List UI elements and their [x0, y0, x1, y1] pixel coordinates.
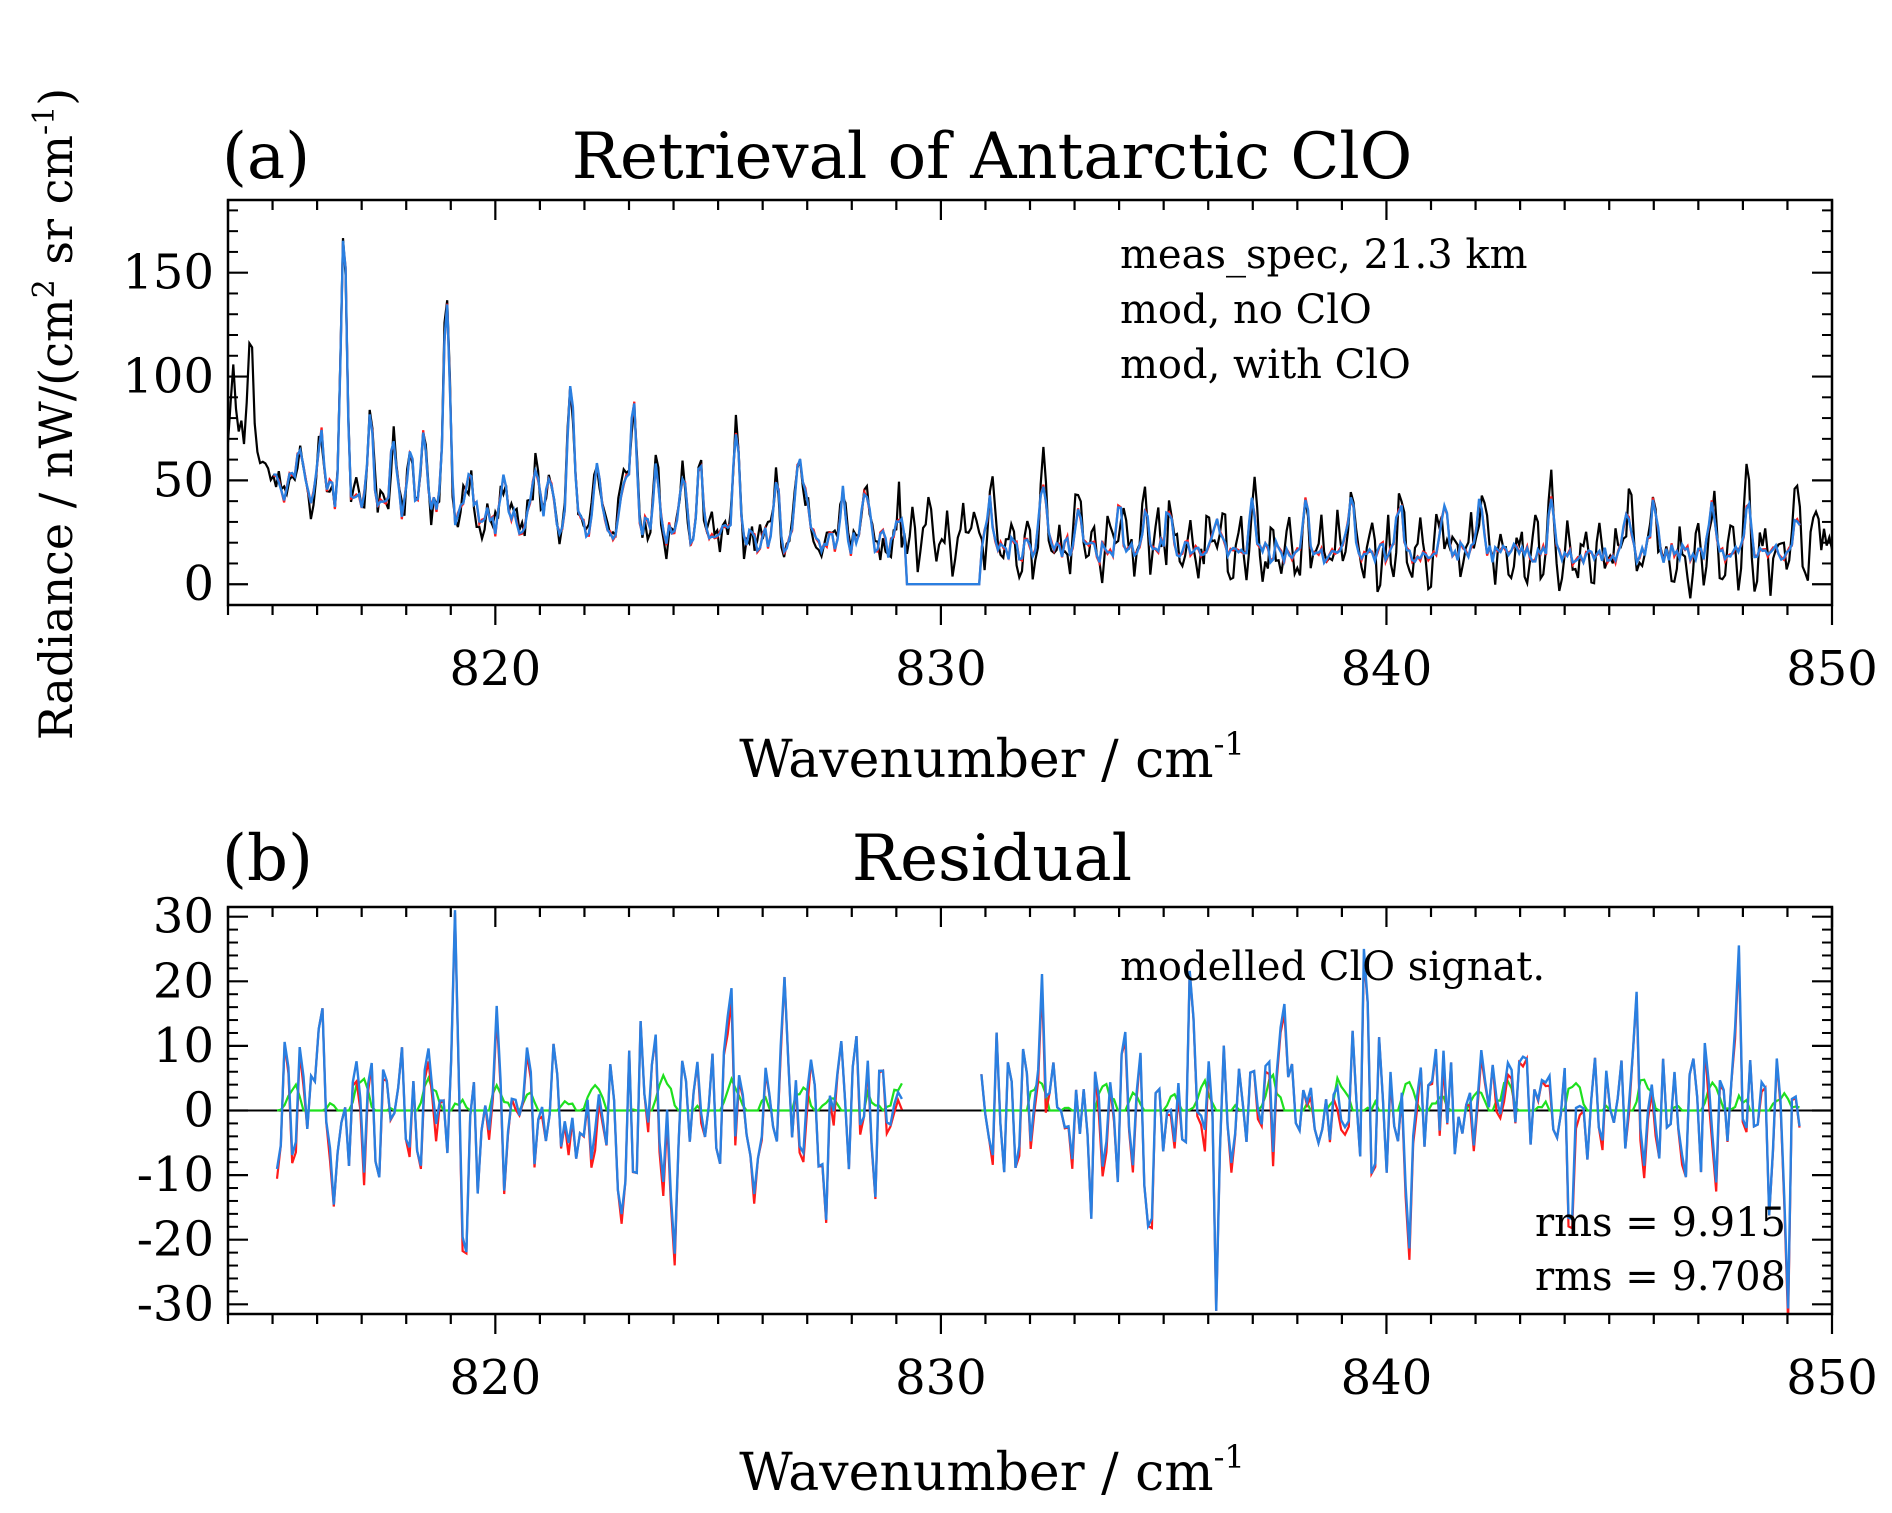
panel-a-x-axis-label: Wavenumber / cm-1	[739, 725, 1244, 790]
y-tick-label: 50	[153, 452, 214, 508]
panel-b: (b) Residual 820 830 840 850 -30 -20 -10 0 10 20 3…	[137, 822, 1878, 1503]
legend-mod-with-clo: mod, with ClO	[1120, 342, 1411, 388]
y-tick-label: 100	[122, 349, 214, 405]
legend-mod-no-clo: mod, no ClO	[1120, 287, 1372, 333]
y-tick-label: 10	[153, 1018, 214, 1074]
panel-b-frame	[226, 905, 1834, 1316]
x-tick-label: 820	[450, 1350, 542, 1406]
x-tick-label: 830	[895, 641, 987, 697]
y-tick-label: 0	[183, 1083, 214, 1139]
ylabel-sup-2: -1	[27, 106, 62, 135]
x-tick-label: 850	[1786, 1350, 1878, 1406]
x-tick-label: 820	[450, 641, 542, 697]
panel-a-legend: meas_spec, 21.3 km mod, no ClO mod, with…	[1120, 232, 1528, 388]
y-tick-label: -20	[137, 1212, 214, 1268]
series-residual-with-clo-line	[275, 910, 1801, 1311]
ylabel-part-1: Radiance / nW/(cm	[29, 298, 83, 740]
y-tick-label: 150	[122, 245, 214, 301]
panel-b-label: (b)	[222, 822, 313, 896]
y-tick-label: 30	[153, 889, 214, 945]
y-tick-label: -30	[137, 1276, 214, 1332]
ylabel-sup-1: 2	[27, 279, 62, 298]
y-tick-label: 20	[153, 953, 214, 1009]
ylabel-part-2: sr cm	[29, 135, 83, 279]
legend-modelled-clo-signature: modelled ClO signat.	[1120, 944, 1545, 990]
panel-a-y-axis-label: Radiance / nW/(cm2 sr cm-1)	[27, 88, 83, 740]
rms-no-clo-label: rms = 9.915	[1535, 1200, 1786, 1246]
panel-b-title: Residual	[852, 822, 1132, 896]
panel-b-x-axis-label: Wavenumber / cm-1	[739, 1438, 1244, 1503]
panel-b-ticks: 820 830 840 850 -30 -20 -10 0 10 20 30	[137, 889, 1878, 1406]
y-tick-label: 0	[183, 556, 214, 612]
y-tick-label: -10	[137, 1147, 214, 1203]
xlabel-b-sup: -1	[1214, 1438, 1245, 1476]
ylabel-part-3: )	[29, 88, 83, 106]
xlabel-b-text: Wavenumber / cm	[739, 1443, 1213, 1503]
panel-a-ticks: 820 830 840 850 0 50 100 150	[122, 200, 1878, 697]
x-tick-label: 840	[1341, 641, 1433, 697]
xlabel-a-text: Wavenumber / cm	[739, 730, 1213, 790]
x-tick-label: 830	[895, 1350, 987, 1406]
panel-a-label: (a)	[222, 120, 310, 194]
x-tick-label: 850	[1786, 641, 1878, 697]
x-tick-label: 840	[1341, 1350, 1433, 1406]
series-mod-with-clo-line	[273, 240, 1801, 586]
panel-a-frame	[226, 198, 1834, 607]
panel-b-plot-area	[228, 910, 1832, 1314]
xlabel-a-sup: -1	[1214, 725, 1245, 763]
panel-a: (a) Retrieval of Antarctic ClO Radiance …	[27, 88, 1878, 790]
panel-a-title: Retrieval of Antarctic ClO	[572, 120, 1412, 194]
panel-a-plot-area	[228, 238, 1832, 599]
legend-meas-spec: meas_spec, 21.3 km	[1120, 232, 1528, 278]
rms-with-clo-label: rms = 9.708	[1535, 1254, 1786, 1300]
